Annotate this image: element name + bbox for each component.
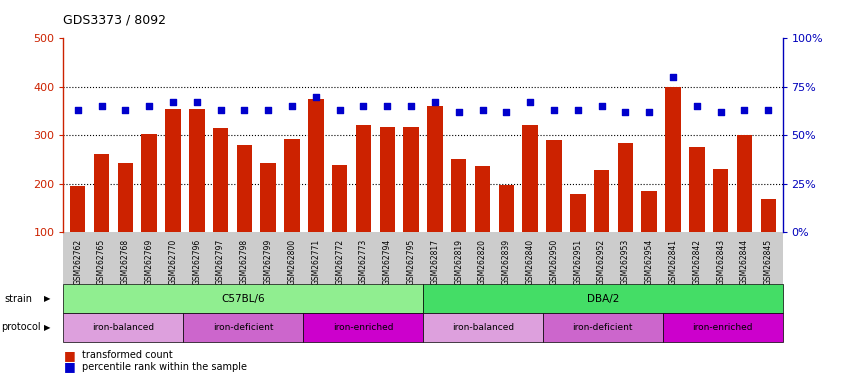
Point xyxy=(71,107,85,113)
Bar xyxy=(689,147,705,232)
Text: iron-deficient: iron-deficient xyxy=(573,323,633,332)
Bar xyxy=(141,134,157,232)
Text: iron-balanced: iron-balanced xyxy=(92,323,155,332)
Point xyxy=(238,107,251,113)
Point xyxy=(618,109,632,115)
Point xyxy=(475,107,489,113)
Bar xyxy=(427,106,442,232)
Point xyxy=(642,109,656,115)
Point xyxy=(547,107,561,113)
Bar xyxy=(570,194,585,232)
Point xyxy=(524,99,537,106)
Point xyxy=(690,103,704,109)
Point xyxy=(667,74,680,80)
Point xyxy=(738,107,751,113)
Bar xyxy=(761,199,776,232)
Text: iron-enriched: iron-enriched xyxy=(332,323,393,332)
Bar xyxy=(237,145,252,232)
Text: ▶: ▶ xyxy=(44,294,51,303)
Point xyxy=(381,103,394,109)
Bar xyxy=(594,170,609,232)
Point xyxy=(214,107,228,113)
Point xyxy=(261,107,275,113)
Bar xyxy=(70,186,85,232)
Bar xyxy=(404,127,419,232)
Text: iron-deficient: iron-deficient xyxy=(213,323,273,332)
Text: transformed count: transformed count xyxy=(82,350,173,360)
Bar xyxy=(213,127,228,232)
Text: GDS3373 / 8092: GDS3373 / 8092 xyxy=(63,13,167,26)
Point xyxy=(452,109,465,115)
Bar xyxy=(355,125,371,232)
Point xyxy=(357,103,371,109)
Point xyxy=(571,107,585,113)
Point xyxy=(285,103,299,109)
Point xyxy=(166,99,179,106)
Text: DBA/2: DBA/2 xyxy=(586,293,619,304)
Bar xyxy=(475,166,491,232)
Text: iron-balanced: iron-balanced xyxy=(452,323,514,332)
Bar xyxy=(284,139,299,232)
Bar xyxy=(641,190,657,232)
Point xyxy=(190,99,204,106)
Point xyxy=(142,103,156,109)
Bar xyxy=(118,164,133,232)
Text: ■: ■ xyxy=(63,360,75,373)
Bar xyxy=(713,169,728,232)
Bar xyxy=(261,164,276,232)
Text: iron-enriched: iron-enriched xyxy=(692,323,753,332)
Bar xyxy=(165,109,181,232)
Point xyxy=(404,103,418,109)
Text: strain: strain xyxy=(4,293,32,304)
Point xyxy=(332,107,346,113)
Point xyxy=(95,103,108,109)
Text: percentile rank within the sample: percentile rank within the sample xyxy=(82,362,247,372)
Bar xyxy=(94,154,109,232)
Bar xyxy=(451,159,466,232)
Bar xyxy=(523,125,538,232)
Point xyxy=(761,107,775,113)
Bar xyxy=(498,185,514,232)
Text: protocol: protocol xyxy=(1,322,41,333)
Text: ▶: ▶ xyxy=(44,323,51,332)
Bar xyxy=(308,99,323,232)
Text: C57BL/6: C57BL/6 xyxy=(222,293,265,304)
Point xyxy=(309,93,322,99)
Bar xyxy=(737,136,752,232)
Point xyxy=(428,99,442,106)
Bar xyxy=(618,142,633,232)
Point xyxy=(118,107,132,113)
Bar xyxy=(380,127,395,232)
Bar xyxy=(189,109,205,232)
Point xyxy=(500,109,514,115)
Bar xyxy=(332,166,348,232)
Point xyxy=(714,109,728,115)
Bar xyxy=(547,140,562,232)
Bar xyxy=(665,87,681,232)
Text: ■: ■ xyxy=(63,349,75,362)
Point xyxy=(595,103,608,109)
